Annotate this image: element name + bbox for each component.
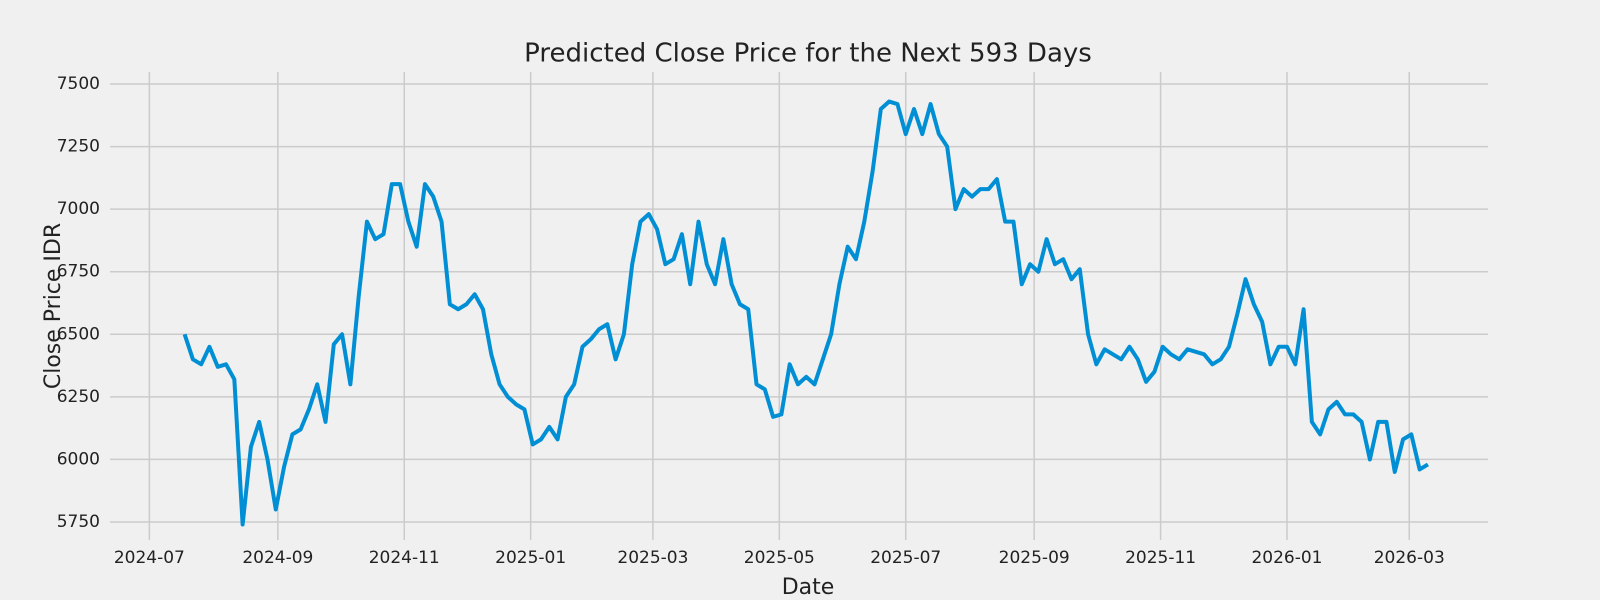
x-tick-label: 2025-11 — [1125, 548, 1196, 568]
x-axis-label: Date — [782, 575, 835, 600]
x-tick-label: 2024-11 — [369, 548, 440, 568]
x-tick-label: 2026-03 — [1374, 548, 1445, 568]
x-tick-label: 2025-09 — [999, 548, 1070, 568]
y-tick-label: 5750 — [57, 512, 100, 532]
x-tick-label: 2025-05 — [744, 548, 815, 568]
x-tick-label: 2025-07 — [870, 548, 941, 568]
y-tick-label: 6000 — [57, 449, 100, 469]
y-tick-label: 6250 — [57, 387, 100, 407]
x-tick-label: 2026-01 — [1251, 548, 1322, 568]
y-tick-label: 6500 — [57, 324, 100, 344]
y-tick-label: 7250 — [57, 137, 100, 157]
x-tick-label: 2024-09 — [242, 548, 313, 568]
y-tick-label: 6750 — [57, 262, 100, 282]
y-tick-label: 7000 — [57, 199, 100, 219]
chart-title: Predicted Close Price for the Next 593 D… — [524, 39, 1092, 69]
x-tick-label: 2024-07 — [114, 548, 185, 568]
x-tick-label: 2025-01 — [495, 548, 566, 568]
y-axis-label: Close Price IDR — [41, 223, 66, 389]
y-tick-label: 7500 — [57, 74, 100, 94]
price-line — [182, 99, 1429, 527]
x-tick-label: 2025-03 — [617, 548, 688, 568]
